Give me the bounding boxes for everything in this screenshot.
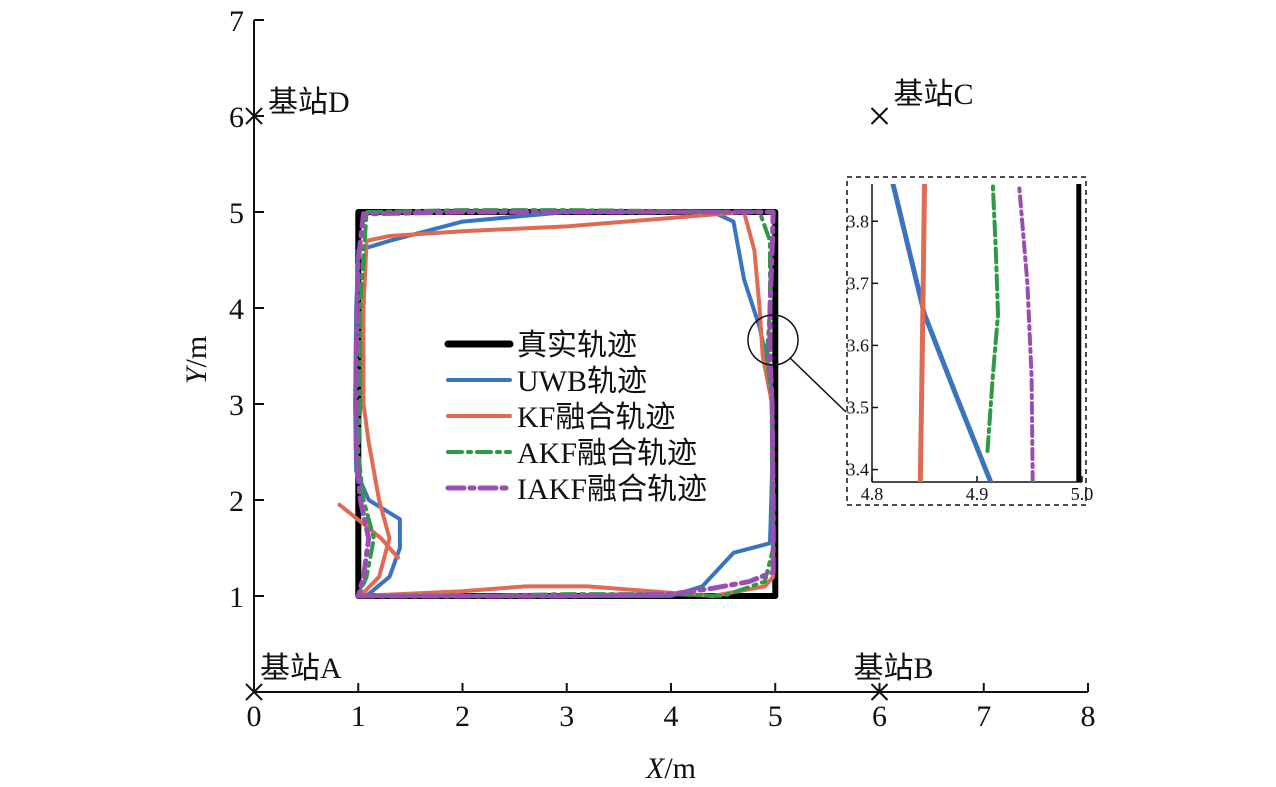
base-station-marker [870,107,889,125]
x-axis-label: X/m [645,752,696,785]
x-tick-label: 7 [976,700,991,733]
base-station-label: 基站C [894,78,974,111]
base-station-marker [245,683,263,701]
legend-label: KF融合轨迹 [517,401,675,434]
x-tick-label: 1 [351,700,366,733]
x-tick-label: 2 [455,700,470,733]
zoom-callout [747,314,847,413]
inset-y-tick-label: 3.8 [847,211,870,231]
base-station-marker [870,683,889,701]
main-plot: 0 1 2 3 4 5 6 7 8 1 2 3 4 5 6 7 基站A 基站B 基站C 基站D [229,5,1096,733]
kf-trajectory-line [356,210,776,598]
legend-label: 真实轨迹 [517,329,637,362]
zoom-circle [747,314,799,366]
inset-y-tick-label: 3.5 [847,398,870,418]
y-tick-label: 7 [229,5,244,38]
x-tick-label: 5 [768,700,783,733]
x-tick-label: 3 [559,700,574,733]
y-tick-label: 5 [229,197,244,230]
y-tick-label: 6 [229,101,244,134]
kf-start-segment-line [337,502,400,560]
x-tick-label: 8 [1081,700,1096,733]
x-tick-label: 0 [247,700,262,733]
inset-y-tick-label: 3.7 [847,273,870,293]
inset-x-tick-label: 4.8 [861,484,884,504]
y-tick-label: 3 [229,389,244,422]
inset-x-tick-label: 5.0 [1071,484,1094,504]
y-tick-label: 4 [229,293,244,326]
x-tick-label: 6 [872,700,887,733]
inset-akf-trajectory-line [985,184,1000,453]
y-tick-label: 2 [229,485,244,518]
inset-plot: 4.8 4.9 5.0 3.4 3.5 3.6 3.7 3.8 [846,176,1094,506]
y-axis-label: Y/m [180,336,213,384]
base-station-label: 基站D [268,86,350,119]
inset-y-tick-label: 3.4 [847,460,870,480]
legend-label: UWB轨迹 [517,365,647,398]
base-station-label: 基站A [260,652,342,685]
iakf-trajectory-line [353,209,776,599]
base-station-label: 基站B [854,652,934,685]
inset-kf-trajectory-line [917,184,927,482]
inset-uwb-trajectory-line [890,184,994,482]
base-station-marker [245,107,263,125]
zoom-connector [789,357,847,413]
y-tick-label: 1 [229,581,244,614]
inset-y-tick-label: 3.6 [847,335,870,355]
legend-label: IAKF融合轨迹 [517,473,707,506]
inset-frame [846,176,1087,506]
legend-label: AKF融合轨迹 [517,437,697,470]
x-tick-label: 4 [664,700,679,733]
inset-iakf-trajectory-line [1017,184,1035,482]
inset-x-tick-label: 4.9 [966,484,989,504]
